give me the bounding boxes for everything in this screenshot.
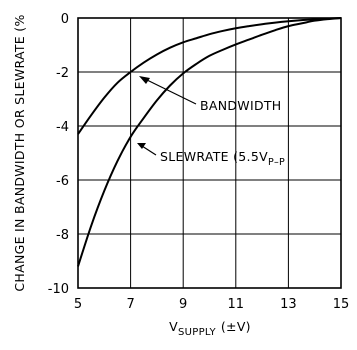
y-tick-label: -6	[56, 174, 69, 189]
annotation-slewrate-main: SLEWRATE (5.5V	[160, 149, 268, 164]
y-tick-label: -8	[56, 228, 69, 243]
slewrate-curve	[77, 17, 342, 267]
x-tick-label: 13	[280, 297, 297, 312]
bandwidth-curve	[77, 17, 342, 135]
annotation-slewrate-sub: P–P	[268, 157, 285, 168]
x-tick-label: 7	[126, 297, 134, 312]
x-tick-label: 11	[228, 297, 245, 312]
x-tick-label: 9	[179, 297, 187, 312]
x-axis-label-unit: (±V)	[221, 319, 251, 334]
annotation-slewrate: SLEWRATE (5.5VP–P	[160, 149, 285, 168]
data-curves	[77, 17, 342, 267]
x-axis-label: VSUPPLY (±V)	[169, 319, 251, 338]
y-tick-labels: 0 -2 -4 -6 -8 -10	[48, 12, 69, 297]
y-tick-label: -2	[56, 66, 69, 81]
x-axis-label-sub: SUPPLY	[178, 327, 216, 338]
annotation-bandwidth: BANDWIDTH	[200, 98, 282, 113]
y-tick-label: 0	[61, 12, 69, 27]
y-tick-label: -10	[48, 282, 69, 297]
x-tick-label: 15	[333, 297, 350, 312]
x-axis-label-main: V	[169, 319, 178, 334]
y-tick-label: -4	[56, 120, 69, 135]
x-tick-labels: 5 7 9 11 13 15	[74, 297, 349, 312]
y-axis-label: CHANGE IN BANDWIDTH OR SLEWRATE (%	[12, 14, 27, 291]
slewrate-arrow	[137, 143, 157, 156]
plot-frame	[77, 17, 342, 289]
x-tick-label: 5	[74, 297, 82, 312]
bandwidth-arrow	[139, 76, 197, 105]
